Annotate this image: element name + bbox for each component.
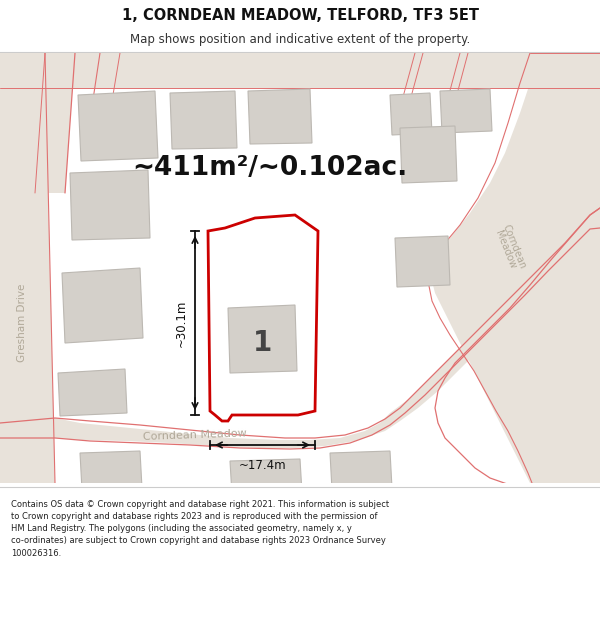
- Polygon shape: [330, 451, 392, 490]
- Polygon shape: [400, 126, 457, 183]
- Polygon shape: [395, 236, 450, 287]
- Polygon shape: [80, 451, 142, 490]
- Text: ~411m²/~0.102ac.: ~411m²/~0.102ac.: [133, 155, 407, 181]
- Polygon shape: [230, 459, 302, 495]
- Text: Map shows position and indicative extent of the property.: Map shows position and indicative extent…: [130, 33, 470, 46]
- Text: ~17.4m: ~17.4m: [239, 459, 286, 472]
- Polygon shape: [78, 91, 158, 161]
- Text: Corndean Meadow: Corndean Meadow: [143, 428, 247, 442]
- Polygon shape: [0, 53, 75, 193]
- Polygon shape: [430, 53, 600, 483]
- Text: Contains OS data © Crown copyright and database right 2021. This information is : Contains OS data © Crown copyright and d…: [11, 500, 389, 558]
- Polygon shape: [58, 369, 127, 416]
- Polygon shape: [0, 208, 600, 448]
- Polygon shape: [0, 53, 600, 88]
- Polygon shape: [62, 268, 143, 343]
- Text: Gresham Drive: Gresham Drive: [17, 284, 27, 362]
- Polygon shape: [228, 305, 297, 373]
- Text: ~30.1m: ~30.1m: [175, 299, 187, 347]
- Polygon shape: [70, 170, 150, 240]
- Polygon shape: [390, 93, 432, 135]
- Polygon shape: [170, 91, 237, 149]
- Polygon shape: [208, 215, 318, 421]
- Text: 1: 1: [253, 329, 272, 357]
- Polygon shape: [248, 89, 312, 144]
- Polygon shape: [0, 53, 55, 483]
- Polygon shape: [440, 89, 492, 133]
- Text: Corndean
Meadow: Corndean Meadow: [492, 222, 528, 274]
- Text: 1, CORNDEAN MEADOW, TELFORD, TF3 5ET: 1, CORNDEAN MEADOW, TELFORD, TF3 5ET: [121, 8, 479, 23]
